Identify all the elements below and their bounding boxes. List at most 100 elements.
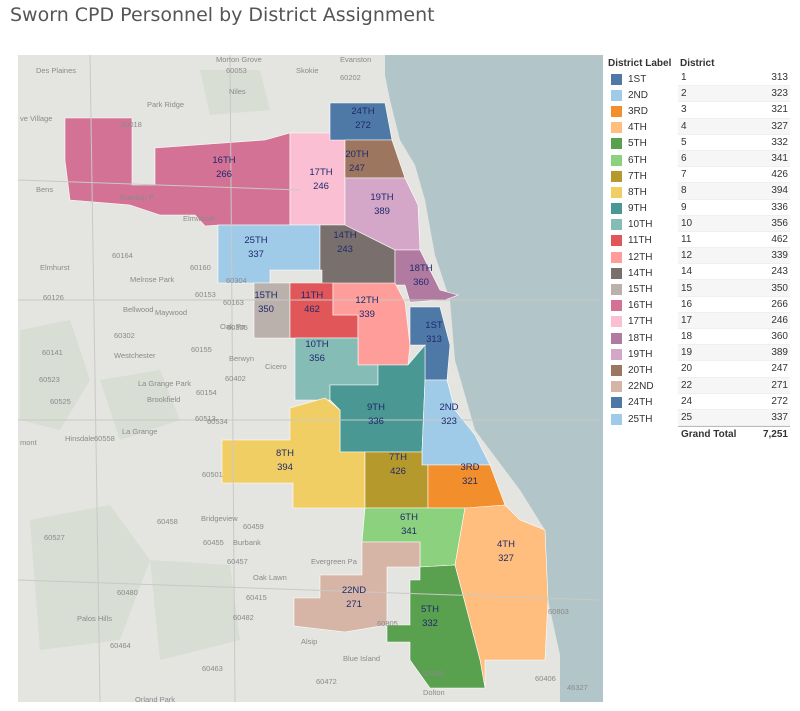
place-label: Elmwood <box>183 214 214 223</box>
place-label: 60523 <box>39 375 60 384</box>
legend-swatch <box>611 105 622 117</box>
district-value: 246 <box>313 181 329 192</box>
legend-item[interactable]: 10TH <box>608 217 678 233</box>
table-header: District <box>680 58 715 69</box>
place-label: Cicero <box>265 362 287 371</box>
legend-item[interactable]: 15TH <box>608 281 678 297</box>
legend-item[interactable]: 5TH <box>608 136 678 152</box>
legend-swatch <box>611 381 622 393</box>
legend-swatch <box>611 186 622 198</box>
district-number: 25 <box>681 412 693 424</box>
place-label: 60415 <box>246 593 267 602</box>
district-number: 5 <box>681 136 687 148</box>
legend-item[interactable]: 22ND <box>608 379 678 395</box>
legend-item[interactable]: 14TH <box>608 265 678 281</box>
place-label: Oak Pa <box>220 322 246 331</box>
legend-label: 1ST <box>628 73 647 85</box>
place-label: Bens <box>36 185 53 194</box>
legend-item[interactable]: 3RD <box>608 103 678 119</box>
legend-items: 1ST 2ND 3RD 4TH 5TH 6TH 7TH 8TH 9TH 10TH 11TH 12TH 1… <box>608 71 678 427</box>
place-label: 46327 <box>567 683 588 692</box>
district-label: 6TH <box>400 512 418 523</box>
district-label: 10TH <box>305 339 328 350</box>
district-value: 247 <box>349 163 365 174</box>
legend-item[interactable]: 4TH <box>608 120 678 136</box>
district-22nd-area[interactable] <box>293 541 421 633</box>
legend-item[interactable]: 18TH <box>608 330 678 346</box>
district-17th-area[interactable] <box>289 132 346 226</box>
district-label: 24TH <box>351 106 374 117</box>
place-label: 60160 <box>190 263 211 272</box>
legend-label: 19TH <box>628 348 653 360</box>
personnel-count: 389 <box>771 347 788 359</box>
legend-label: 5TH <box>628 138 647 150</box>
place-label: Burbank <box>233 538 261 547</box>
place-label: 60501 <box>202 470 223 479</box>
place-label: Niles <box>229 87 246 96</box>
legend-item[interactable]: 8TH <box>608 184 678 200</box>
place-label: 60480 <box>117 588 138 597</box>
district-label: 2ND <box>439 402 458 413</box>
place-label: Evanston <box>340 55 371 64</box>
district-value: 339 <box>359 309 375 320</box>
legend-label: 22ND <box>628 381 654 393</box>
district-number: 12 <box>681 250 693 262</box>
legend-label: 6TH <box>628 154 647 166</box>
legend-swatch <box>611 413 622 425</box>
place-label: mont <box>20 438 38 447</box>
legend-item[interactable]: 9TH <box>608 201 678 217</box>
place-label: Bellwood <box>123 305 153 314</box>
place-label: 60409 <box>423 669 444 678</box>
legend-item[interactable]: 1ST <box>608 71 678 87</box>
table-row: 24 272 <box>678 394 790 410</box>
place-label: 60202 <box>340 73 361 82</box>
legend-item[interactable]: 11TH <box>608 233 678 249</box>
place-label: Berwyn <box>229 354 254 363</box>
legend-label: 18TH <box>628 332 653 344</box>
district-value: 356 <box>309 353 325 364</box>
place-label: 60163 <box>223 298 244 307</box>
personnel-count: 337 <box>771 412 788 424</box>
table-row: 18 360 <box>678 329 790 346</box>
legend-swatch <box>611 73 622 85</box>
legend-item[interactable]: 7TH <box>608 168 678 184</box>
legend-item[interactable]: 19TH <box>608 346 678 362</box>
place-label: 60304 <box>226 276 247 285</box>
grand-total-row: Grand Total 7,251 <box>678 426 790 443</box>
district-label: 17TH <box>309 167 332 178</box>
district-label: 18TH <box>409 263 432 274</box>
place-label: 60458 <box>157 517 178 526</box>
legend-item[interactable]: 2ND <box>608 87 678 103</box>
district-map[interactable]: Morton Grove 60053 Skokie Evanston 60202 Des … <box>18 55 603 702</box>
legend-item[interactable]: 16TH <box>608 298 678 314</box>
legend-item[interactable]: 20TH <box>608 362 678 378</box>
district-5th-area[interactable] <box>386 564 486 689</box>
legend-label: 24TH <box>628 397 653 409</box>
place-label: Morton Grove <box>216 55 262 64</box>
place-label: 60126 <box>43 293 64 302</box>
legend-swatch <box>611 251 622 263</box>
legend-item[interactable]: 25TH <box>608 411 678 427</box>
legend-item[interactable]: 24TH <box>608 395 678 411</box>
legend-item[interactable]: 12TH <box>608 249 678 265</box>
roads <box>18 55 601 702</box>
district-value: 272 <box>355 120 371 131</box>
personnel-count: 350 <box>771 282 788 294</box>
legend-swatch <box>611 235 622 247</box>
legend-swatch <box>611 364 622 376</box>
legend-swatch <box>611 332 622 344</box>
place-label: Bridgeview <box>201 514 238 523</box>
personnel-count: 327 <box>771 120 788 132</box>
district-value: 321 <box>462 476 478 487</box>
district-label: 4TH <box>497 539 515 550</box>
district-number: 16 <box>681 298 693 310</box>
place-label: 60141 <box>42 348 63 357</box>
district-value: 323 <box>441 416 457 427</box>
legend-swatch <box>611 316 622 328</box>
grand-total-label: Grand Total <box>681 429 737 441</box>
table-row: 15 350 <box>678 280 790 297</box>
district-value: 389 <box>374 206 390 217</box>
place-label: 60153 <box>195 290 216 299</box>
legend-item[interactable]: 6TH <box>608 152 678 168</box>
legend-item[interactable]: 17TH <box>608 314 678 330</box>
